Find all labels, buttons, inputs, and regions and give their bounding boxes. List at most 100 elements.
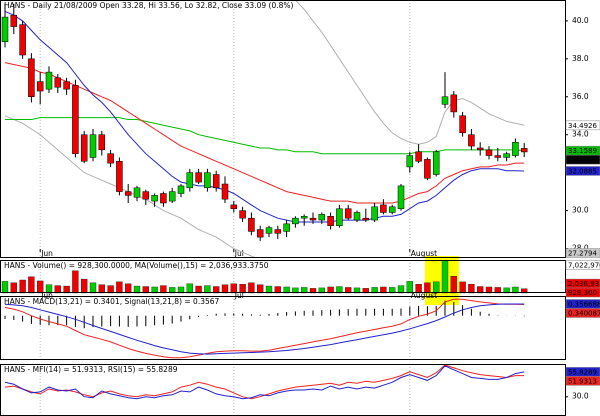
candle-body [485, 149, 493, 156]
candle-body [72, 85, 79, 154]
candle-body [300, 216, 308, 219]
indicator-line [4, 365, 525, 400]
volume-bar [10, 282, 17, 294]
volume-bar [89, 282, 97, 294]
value-tag-label: 55.8289 [568, 368, 597, 376]
panel-border [0, 296, 566, 360]
candle-body [63, 81, 70, 90]
candle-body [177, 185, 185, 194]
volume-bar [116, 281, 123, 294]
candle-body [309, 217, 317, 221]
x-tick-label: Jun [40, 249, 53, 258]
candle-body [450, 94, 458, 113]
volume-bar [248, 282, 255, 294]
candle-body [318, 214, 326, 221]
volume-bar [265, 285, 273, 294]
indicator-line [4, 303, 525, 355]
candle-body [80, 134, 88, 162]
candle-body [151, 195, 158, 202]
volume-bar [125, 283, 132, 294]
value-tag [565, 287, 600, 298]
value-tag-label: 32.0885 [568, 167, 597, 175]
candle-body [380, 204, 387, 213]
candle-body [327, 216, 334, 227]
volume-bar [1, 281, 9, 294]
volume-bar [63, 285, 70, 294]
y-tick-label: 28.0 [572, 244, 589, 253]
volume-bar [450, 276, 457, 294]
volume-bar [397, 285, 405, 294]
value-tag [565, 376, 600, 386]
value-tag-label: 34.4926 [568, 122, 597, 130]
volume-bar [186, 283, 193, 294]
x-tick-label: August [411, 291, 437, 300]
panel-title: HANS - Volume() = 928,300.0000, MA(Volum… [4, 261, 269, 270]
candle-body [212, 174, 220, 189]
candle-body [142, 191, 150, 200]
volume-bar [160, 285, 167, 294]
value-tag [565, 120, 600, 131]
candle-body [371, 206, 378, 221]
indicator-line [4, 10, 525, 223]
candle-body [45, 71, 53, 90]
candle-body [98, 134, 106, 151]
x-tick-label: Jul [234, 291, 244, 300]
volume-bar [195, 285, 202, 294]
x-tick-label: Jul [234, 249, 244, 258]
y-tick-label: 36.0 [572, 92, 589, 101]
panel-title: HANS - MACD(13,21) = 0.3401, Signal(13,2… [4, 297, 220, 306]
value-tag-label: 51.9313 [568, 377, 597, 385]
candle-body [265, 227, 273, 234]
value-tag-label: 0.356688 [568, 300, 600, 308]
candle-body [441, 96, 449, 105]
volume-bar [54, 285, 61, 294]
candle-body [344, 208, 352, 219]
indicator-line [294, 0, 525, 145]
value-tag-label: 928,300 [568, 289, 597, 297]
x-tick-label: Jun [40, 291, 53, 300]
value-tag [565, 166, 600, 176]
y-tick-label: 30.0 [572, 392, 589, 401]
candle-body [353, 212, 361, 221]
y-tick-label: 40.0 [572, 16, 589, 25]
value-tag-label: 0.340087 [568, 309, 600, 317]
candle-body [230, 204, 238, 209]
candle-body [124, 191, 132, 196]
volume-bar [19, 279, 26, 294]
volume-bar [204, 285, 211, 294]
candle-body [28, 58, 35, 97]
y-tick-label: 38.0 [572, 54, 589, 63]
candle-body [283, 223, 290, 232]
candle-body [168, 191, 176, 202]
value-tag [565, 248, 600, 258]
volume-bar [28, 276, 35, 294]
candle-body [116, 161, 123, 192]
panel-border [0, 260, 566, 293]
candle-body [520, 148, 528, 153]
candle-body [133, 187, 141, 198]
volume-bar [107, 285, 114, 294]
value-tag-label: 33.1589 [568, 147, 597, 155]
indicator-line [4, 115, 258, 258]
candle-body [107, 153, 114, 164]
candle-body [89, 134, 97, 158]
value-tag [565, 308, 600, 318]
panel-border [0, 0, 566, 258]
candle-body [239, 210, 246, 219]
volume-bar [133, 285, 141, 294]
candle-body [459, 115, 466, 134]
candle-body [362, 217, 370, 221]
candle-body [432, 151, 440, 175]
candle-body [292, 217, 299, 225]
candle-body [186, 172, 194, 189]
panel-title: HANS - Daily 21/08/2009 Open 33.28, Hi 3… [4, 1, 293, 10]
y-tick-label: 30.0 [572, 206, 589, 215]
candle-body [36, 81, 44, 92]
indicator-line [5, 117, 525, 155]
volume-bar [81, 278, 88, 294]
indicator-line [4, 298, 525, 359]
candle-body [54, 77, 62, 88]
candle-body [494, 155, 502, 158]
